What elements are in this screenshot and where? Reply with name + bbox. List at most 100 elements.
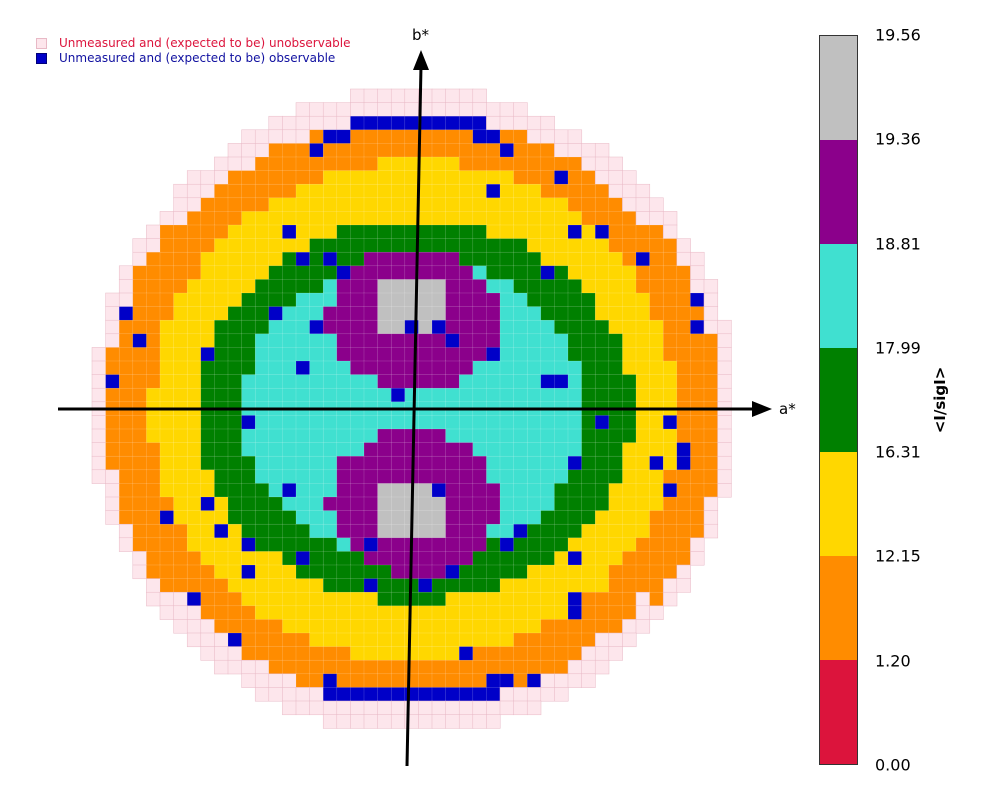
heatmap-cell <box>540 265 555 280</box>
heatmap-cell <box>227 374 243 389</box>
heatmap-cell <box>472 523 487 539</box>
heatmap-cell <box>662 455 678 471</box>
heatmap-cell <box>268 551 283 566</box>
heatmap-cell <box>132 415 147 430</box>
heatmap-cell <box>214 469 229 484</box>
heatmap-cell <box>458 619 474 634</box>
heatmap-cell <box>159 347 175 362</box>
heatmap-cell <box>513 251 528 267</box>
heatmap-cell <box>254 523 270 539</box>
heatmap-cell <box>200 537 215 552</box>
heatmap-cell <box>431 591 447 607</box>
heatmap-cell <box>690 442 705 457</box>
heatmap-cell <box>377 183 392 199</box>
heatmap-cell <box>581 279 596 294</box>
heatmap-cell <box>472 319 487 335</box>
heatmap-cell <box>322 347 338 362</box>
heatmap-cell <box>132 483 147 498</box>
heatmap-cell <box>159 523 175 539</box>
heatmap-cell <box>118 347 134 362</box>
heatmap-cell <box>404 659 419 675</box>
heatmap-cell <box>132 319 147 335</box>
heatmap-cell <box>486 483 501 498</box>
heatmap-cell <box>254 319 270 335</box>
heatmap-cell <box>567 306 583 321</box>
heatmap-cell <box>350 523 365 539</box>
heatmap-cell <box>363 469 379 484</box>
legend-label-unobservable: Unmeasured and (expected to be) unobserv… <box>59 36 351 50</box>
heatmap-cell <box>214 347 229 362</box>
heatmap-cell <box>608 605 623 620</box>
heatmap-cell <box>554 483 569 498</box>
heatmap-cell <box>173 292 188 308</box>
heatmap-cell <box>622 428 637 444</box>
heatmap-cell <box>295 347 311 362</box>
heatmap-cell <box>594 292 610 308</box>
heatmap-cell <box>594 306 610 321</box>
heatmap-cell <box>418 197 433 212</box>
heatmap-cell <box>254 306 270 321</box>
heatmap-cell <box>431 115 447 131</box>
heatmap-cell <box>662 578 678 593</box>
heatmap-cell <box>254 469 270 484</box>
heatmap-cell <box>350 143 365 158</box>
heatmap-cell <box>635 333 651 348</box>
heatmap-cell <box>472 387 487 403</box>
heatmap-cell <box>703 496 719 512</box>
heatmap-cell <box>186 415 202 430</box>
heatmap-cell <box>486 673 501 688</box>
heatmap-cell <box>526 387 542 403</box>
heatmap-cell <box>513 428 528 444</box>
heatmap-cell <box>282 428 297 444</box>
heatmap-cell <box>200 469 215 484</box>
heatmap-cell <box>227 415 243 430</box>
heatmap-cell <box>594 496 610 512</box>
heatmap-cell <box>649 428 664 444</box>
heatmap-cell <box>690 551 705 566</box>
heatmap-cell <box>159 537 175 552</box>
heatmap-cell <box>567 292 583 308</box>
heatmap-cell <box>268 279 283 294</box>
heatmap-cell <box>268 591 283 607</box>
heatmap-cell <box>241 387 256 403</box>
heatmap-cell <box>227 646 243 661</box>
heatmap-cell <box>486 510 501 525</box>
heatmap-cell <box>526 292 542 308</box>
heatmap-cell <box>186 197 202 212</box>
heatmap-cell <box>363 387 379 403</box>
heatmap-cell <box>513 551 528 566</box>
heatmap-cell <box>322 646 338 661</box>
heatmap-cell <box>526 224 542 240</box>
heatmap-cell <box>554 143 569 158</box>
heatmap-cell <box>418 360 433 376</box>
heatmap-cell <box>118 523 134 539</box>
heatmap-cell <box>635 360 651 376</box>
heatmap-cell <box>608 306 623 321</box>
heatmap-cell <box>594 183 610 199</box>
heatmap-cell <box>608 333 623 348</box>
heatmap-cell <box>322 387 338 403</box>
heatmap-cell <box>662 387 678 403</box>
colorbar-segment <box>820 556 857 660</box>
heatmap-cell <box>717 387 732 403</box>
heatmap-cell <box>526 170 542 185</box>
heatmap-cell <box>486 632 501 648</box>
heatmap-cell <box>390 88 406 104</box>
heatmap-cell <box>322 197 338 212</box>
heatmap-cell <box>241 251 256 267</box>
heatmap-cell <box>499 319 515 335</box>
heatmap-cell <box>458 496 474 512</box>
heatmap-cell <box>377 659 392 675</box>
heatmap-cell <box>649 211 664 226</box>
heatmap-cell <box>309 251 324 267</box>
heatmap-cell <box>390 619 406 634</box>
heatmap-cell <box>309 496 324 512</box>
heatmap-cell <box>254 551 270 566</box>
heatmap-cell <box>486 415 501 430</box>
heatmap-cell <box>526 183 542 199</box>
heatmap-cell <box>418 292 433 308</box>
heatmap-cell <box>390 224 406 240</box>
heatmap-cell <box>282 415 297 430</box>
heatmap-cell <box>635 319 651 335</box>
heatmap-cell <box>690 428 705 444</box>
